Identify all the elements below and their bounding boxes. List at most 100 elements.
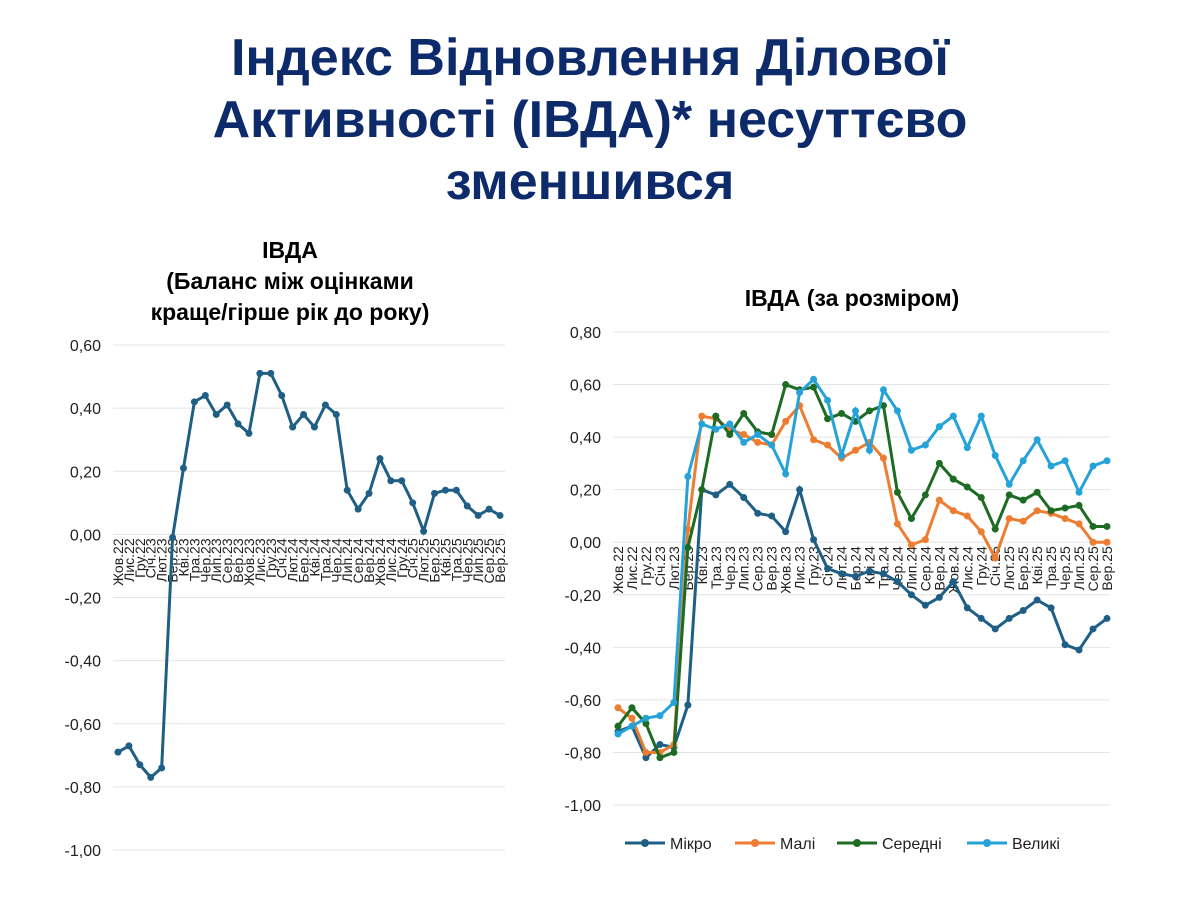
data-point	[852, 446, 860, 454]
data-point	[963, 512, 971, 520]
data-point	[1005, 515, 1013, 523]
data-point	[1033, 488, 1041, 496]
data-point	[893, 407, 901, 415]
data-point	[921, 491, 929, 499]
legend-marker	[853, 839, 861, 847]
data-point	[698, 412, 706, 420]
data-point	[614, 704, 622, 712]
legend-marker	[641, 839, 649, 847]
x-tick-label: Лип.23	[736, 546, 752, 590]
x-tick-label: Тра.24	[875, 546, 891, 589]
y-tick-label: -0,80	[565, 745, 602, 762]
x-tick-label: Лис.23	[792, 546, 808, 590]
x-tick-label: Лют.23	[154, 538, 170, 582]
data-point	[1033, 436, 1041, 444]
data-point	[838, 452, 846, 460]
x-tick-label: Жов.24	[945, 546, 961, 594]
data-point	[754, 430, 762, 438]
data-point	[824, 565, 832, 572]
data-point	[1103, 538, 1111, 546]
y-tick-label: 0,00	[570, 535, 601, 552]
x-tick-label: Лип.25	[470, 538, 486, 582]
x-tick-label: Вер.23	[230, 538, 246, 583]
x-tick-label: Жов.24	[372, 538, 388, 586]
x-tick-label: Сер.23	[750, 546, 766, 591]
slide-title: Індекс Відновлення Ділової	[231, 29, 950, 87]
data-point	[852, 572, 860, 580]
data-point	[949, 475, 957, 483]
data-point	[1075, 646, 1083, 654]
x-tick-label: Січ.23	[143, 538, 159, 578]
data-point	[332, 410, 340, 418]
x-tick-label: Лис.22	[121, 538, 137, 582]
data-point	[977, 528, 985, 536]
data-point	[754, 438, 762, 446]
data-point	[977, 614, 985, 622]
data-point	[893, 488, 901, 496]
y-tick-label: -0,80	[65, 780, 102, 797]
data-point	[321, 401, 329, 409]
data-point	[1019, 457, 1027, 465]
x-tick-label: Гру.22	[132, 538, 148, 578]
x-tick-label: Лют.24	[834, 546, 850, 590]
x-tick-label: Гру.23	[263, 538, 279, 578]
x-tick-label: Кві.23	[175, 538, 191, 576]
x-tick-label: Сер.23	[219, 538, 235, 583]
data-point	[628, 704, 636, 712]
data-point	[1089, 522, 1097, 530]
data-point	[907, 446, 915, 454]
y-tick-label: 0,80	[570, 325, 601, 342]
y-tick-label: -0,60	[565, 693, 602, 710]
data-point	[949, 578, 957, 586]
x-tick-label: Гру.24	[973, 546, 989, 586]
data-point	[740, 430, 748, 438]
data-point	[289, 423, 297, 431]
data-point	[1061, 515, 1069, 523]
x-tick-label: Лип.24	[339, 538, 355, 582]
data-point	[1019, 607, 1027, 615]
data-point	[179, 464, 187, 472]
legend-marker	[983, 839, 991, 847]
data-point	[656, 712, 664, 720]
data-point	[190, 398, 198, 406]
x-tick-label: Бер.24	[848, 546, 864, 590]
x-tick-label: Жов.23	[241, 538, 257, 586]
data-point	[879, 454, 887, 462]
data-point	[310, 423, 318, 431]
data-point	[684, 701, 692, 709]
data-point	[879, 386, 887, 394]
data-point	[907, 515, 915, 523]
x-tick-label: Сер.25	[1085, 546, 1101, 591]
x-tick-label: Вер.23	[764, 546, 780, 591]
data-point	[136, 761, 144, 769]
slide-title: зменшився	[446, 153, 735, 211]
legend-label: Середні	[882, 836, 942, 853]
x-tick-label: Бер.25	[427, 538, 443, 582]
y-tick-label: 0,00	[70, 527, 101, 544]
x-tick-label: Жов.23	[778, 546, 794, 594]
data-point	[991, 525, 999, 533]
x-tick-label: Лис.24	[959, 546, 975, 590]
data-point	[726, 420, 734, 428]
data-point	[169, 534, 177, 542]
data-point	[740, 409, 748, 417]
data-point	[935, 459, 943, 467]
data-point	[893, 578, 901, 586]
data-point	[796, 486, 804, 494]
x-tick-label: Лют.23	[666, 546, 682, 590]
data-point	[147, 773, 155, 781]
x-tick-label: Кві.25	[437, 538, 453, 576]
x-tick-label: Жов.22	[610, 546, 626, 594]
data-point	[656, 741, 664, 749]
x-tick-label: Тра.24	[317, 538, 333, 581]
data-point	[684, 473, 692, 481]
data-point	[125, 742, 133, 750]
data-point	[1005, 491, 1013, 499]
y-tick-label: -0,20	[565, 588, 602, 605]
x-tick-label: Лис.22	[624, 546, 640, 590]
data-point	[1033, 596, 1041, 604]
x-tick-label: Сер.24	[350, 538, 366, 583]
data-point	[754, 509, 762, 517]
data-point	[740, 494, 748, 502]
data-point	[698, 486, 706, 494]
